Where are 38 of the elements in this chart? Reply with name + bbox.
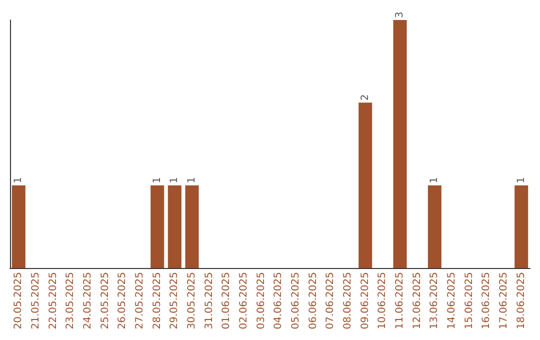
x-tick-label: 18.06.2025 (516, 272, 527, 330)
x-tick-label: 22.05.2025 (48, 272, 59, 330)
x-tick-label: 31.05.2025 (204, 272, 215, 330)
x-tick-label: 11.06.2025 (394, 272, 406, 330)
x-tick-label: 15.06.2025 (464, 272, 475, 330)
x-tick-label: 12.06.2025 (412, 272, 423, 330)
x-tick-label: 01.06.2025 (221, 272, 232, 330)
x-tick-label: 06.06.2025 (308, 272, 319, 330)
x-tick-label: 30.05.2025 (186, 272, 198, 330)
x-tick-label: 24.05.2025 (82, 272, 94, 330)
data-label: 2 (360, 94, 371, 101)
data-label: 1 (152, 176, 163, 184)
x-tick-label: 25.05.2025 (100, 272, 111, 330)
x-tick-label: 23.05.2025 (65, 272, 76, 330)
x-tick-label: 28.05.2025 (152, 272, 163, 330)
data-label: 1 (516, 176, 527, 184)
x-tick-label: 29.05.2025 (169, 272, 180, 330)
x-tick-label: 08.06.2025 (342, 272, 354, 330)
x-tick-label: 10.06.2025 (377, 272, 388, 330)
data-label: 1 (429, 176, 440, 184)
x-tick-label: 09.06.2025 (360, 272, 371, 330)
x-tick-label: 02.06.2025 (238, 272, 250, 330)
x-tick-label: 05.06.2025 (290, 272, 302, 330)
x-tick-label: 07.06.2025 (325, 272, 336, 330)
data-label: 1 (186, 176, 198, 184)
x-tick-label: 03.06.2025 (256, 272, 267, 330)
x-tick-label: 26.05.2025 (117, 272, 128, 330)
data-label: 1 (13, 176, 24, 184)
x-tick-label: 20.05.2025 (13, 272, 24, 330)
x-tick-label: 27.05.2025 (134, 272, 146, 330)
x-tick-label: 17.06.2025 (498, 272, 510, 330)
x-tick-label: 16.06.2025 (481, 272, 492, 330)
data-label: 3 (394, 12, 406, 18)
x-tick-label: 14.06.2025 (446, 272, 458, 330)
x-tick-label: 04.06.2025 (273, 272, 284, 330)
x-tick-label: 21.05.2025 (30, 272, 42, 330)
x-tick-label: 13.06.2025 (429, 272, 440, 330)
data-label: 1 (169, 176, 180, 184)
